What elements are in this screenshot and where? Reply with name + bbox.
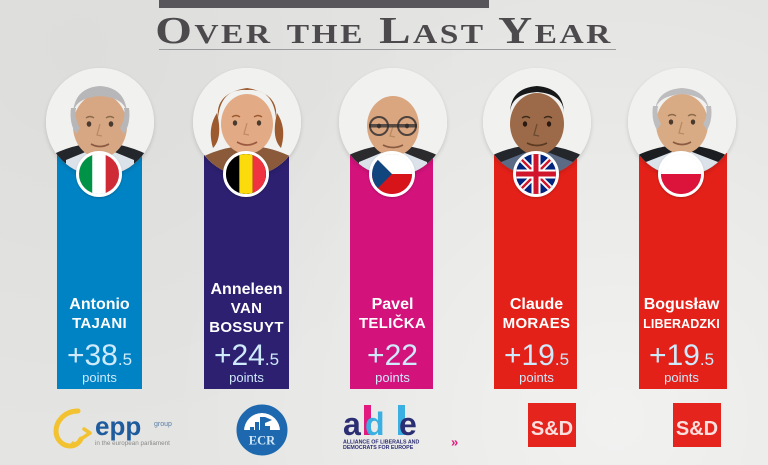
svg-text:epp: epp <box>95 411 141 441</box>
svg-text:DEMOCRATS FOR EUROPE: DEMOCRATS FOR EUROPE <box>343 445 414 449</box>
svg-text:S&D: S&D <box>676 418 718 440</box>
svg-text:d: d <box>365 406 385 442</box>
svg-text:S&D: S&D <box>531 418 573 440</box>
svg-text:e: e <box>399 406 417 442</box>
svg-text:group: group <box>154 421 172 428</box>
svg-text:»: » <box>451 435 458 450</box>
svg-text:ECR: ECR <box>249 434 276 448</box>
svg-text:in the european parliament: in the european parliament <box>95 440 170 447</box>
svg-text:a: a <box>343 406 361 442</box>
